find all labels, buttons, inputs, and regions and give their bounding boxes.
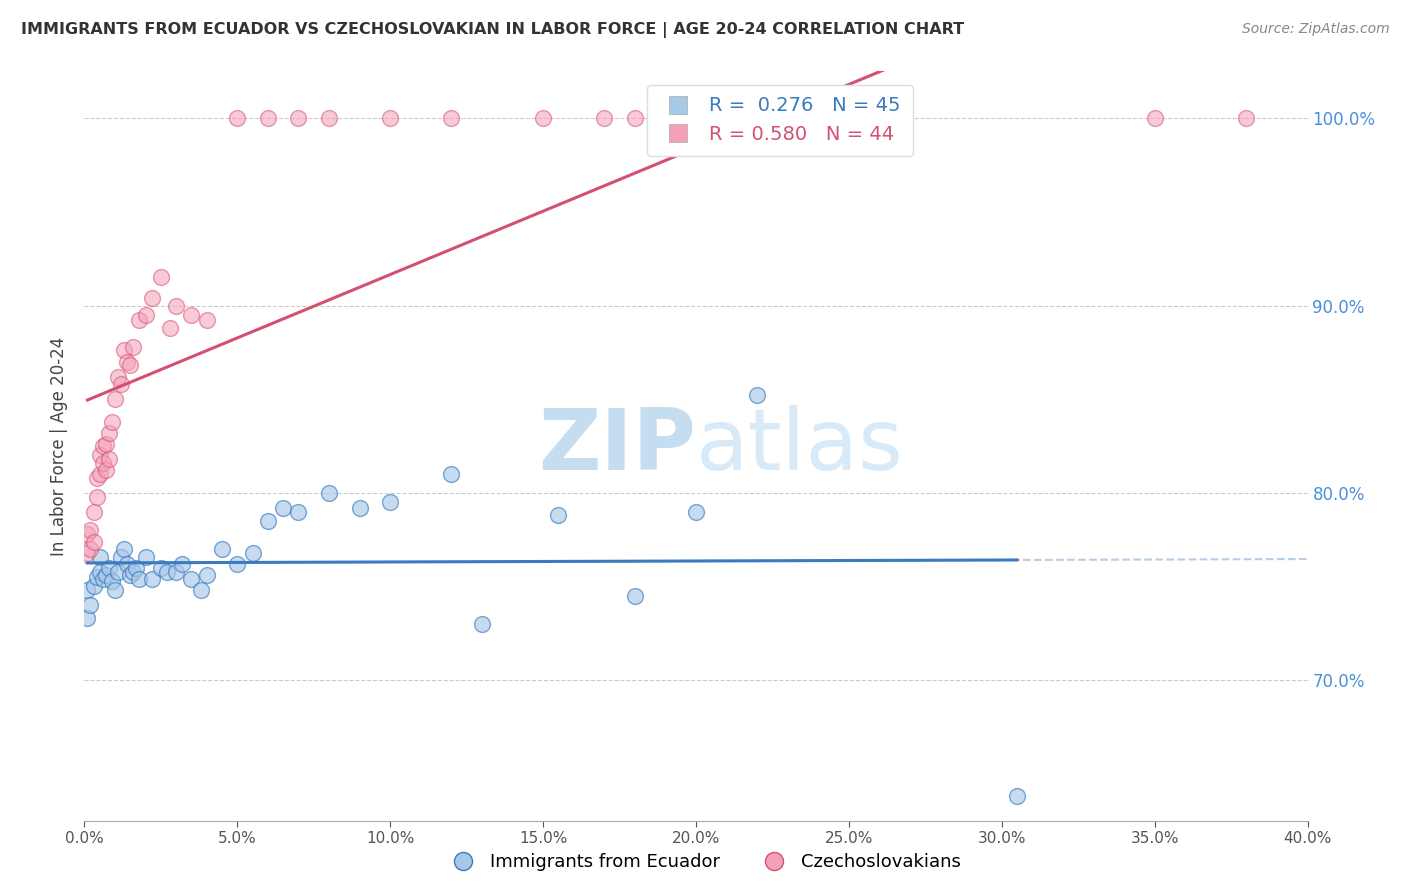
Point — [76, 583, 98, 598]
Point — [89, 565, 111, 579]
Point — [120, 359, 142, 373]
Point — [1143, 112, 1166, 126]
Point — [685, 112, 707, 126]
Point — [624, 112, 647, 126]
Point — [110, 549, 132, 564]
Point — [141, 291, 163, 305]
Point — [257, 514, 280, 528]
Point — [211, 542, 233, 557]
Point — [83, 534, 105, 549]
Point — [531, 112, 554, 126]
Point — [141, 572, 163, 586]
Point — [226, 557, 249, 571]
Text: IMMIGRANTS FROM ECUADOR VS CZECHOSLOVAKIAN IN LABOR FORCE | AGE 20-24 CORRELATIO: IMMIGRANTS FROM ECUADOR VS CZECHOSLOVAKI… — [21, 22, 965, 38]
Y-axis label: In Labor Force | Age 20-24: In Labor Force | Age 20-24 — [51, 336, 69, 556]
Text: Source: ZipAtlas.com: Source: ZipAtlas.com — [1241, 22, 1389, 37]
Point — [349, 500, 371, 515]
Point — [380, 495, 402, 509]
Point — [257, 112, 280, 126]
Point — [107, 369, 129, 384]
Point — [89, 449, 111, 463]
Point — [97, 561, 120, 575]
Point — [94, 463, 117, 477]
Point — [94, 568, 117, 582]
Point — [128, 572, 150, 586]
Point — [120, 568, 142, 582]
Point — [172, 557, 194, 571]
Point — [1236, 112, 1258, 126]
Legend: Immigrants from Ecuador, Czechoslovakians: Immigrants from Ecuador, Czechoslovakian… — [437, 847, 969, 879]
Point — [195, 313, 218, 327]
Point — [440, 112, 463, 126]
Point — [104, 583, 127, 598]
Point — [287, 505, 309, 519]
Point — [101, 574, 124, 588]
Point — [547, 508, 569, 523]
Point — [593, 112, 616, 126]
Point — [86, 570, 108, 584]
Point — [115, 557, 138, 571]
Point — [318, 112, 340, 126]
Point — [287, 112, 309, 126]
Point — [122, 565, 145, 579]
Point — [101, 415, 124, 429]
Point — [94, 437, 117, 451]
Point — [97, 425, 120, 440]
Point — [747, 388, 769, 402]
Point — [86, 490, 108, 504]
Point — [685, 505, 707, 519]
Point — [79, 599, 101, 613]
Point — [149, 561, 172, 575]
Point — [165, 565, 187, 579]
Point — [91, 456, 114, 470]
Point — [180, 308, 202, 322]
Point — [89, 467, 111, 482]
Point — [195, 568, 218, 582]
Point — [122, 340, 145, 354]
Point — [91, 439, 114, 453]
Point — [110, 377, 132, 392]
Point — [380, 112, 402, 126]
Point — [112, 542, 135, 557]
Point — [471, 617, 494, 632]
Point — [112, 343, 135, 358]
Point — [624, 589, 647, 603]
Point — [159, 321, 181, 335]
Point — [79, 542, 101, 557]
Point — [226, 112, 249, 126]
Point — [271, 500, 294, 515]
Point — [135, 549, 157, 564]
Point — [86, 471, 108, 485]
Point — [440, 467, 463, 482]
Point — [91, 572, 114, 586]
Point — [165, 298, 187, 313]
Text: atlas: atlas — [696, 404, 904, 488]
Point — [76, 611, 98, 625]
Point — [125, 561, 148, 575]
Point — [97, 452, 120, 467]
Point — [107, 565, 129, 579]
Point — [76, 546, 98, 560]
Point — [89, 549, 111, 564]
Point — [83, 580, 105, 594]
Point — [149, 270, 172, 285]
Point — [242, 546, 264, 560]
Point — [318, 485, 340, 500]
Point — [1005, 789, 1028, 804]
Text: ZIP: ZIP — [538, 404, 696, 488]
Legend: R =  0.276   N = 45, R = 0.580   N = 44: R = 0.276 N = 45, R = 0.580 N = 44 — [647, 85, 912, 156]
Point — [83, 505, 105, 519]
Point — [156, 565, 179, 579]
Point — [190, 583, 212, 598]
Point — [79, 524, 101, 538]
Point — [180, 572, 202, 586]
Point — [104, 392, 127, 407]
Point — [135, 308, 157, 322]
Point — [115, 355, 138, 369]
Point — [76, 527, 98, 541]
Point — [128, 313, 150, 327]
